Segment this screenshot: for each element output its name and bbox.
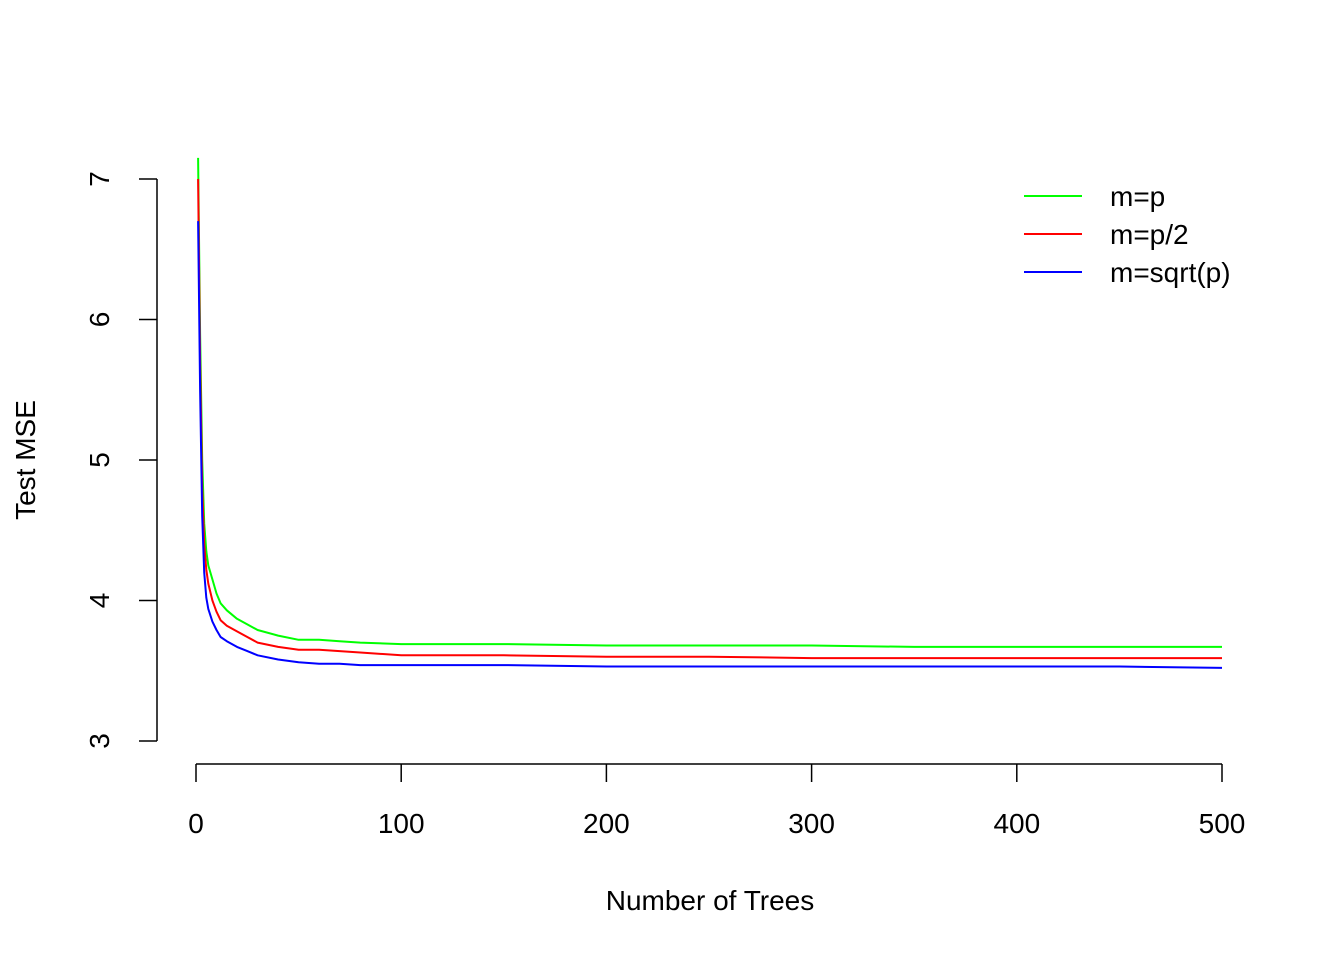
legend-label: m=sqrt(p) <box>1110 257 1231 288</box>
x-axis: 0 100 200 300 400 500 <box>188 763 1246 839</box>
x-tick-label: 200 <box>583 808 630 839</box>
series-layer <box>197 157 1223 669</box>
y-axis-label: Test MSE <box>10 400 41 520</box>
x-tick-label: 300 <box>788 808 835 839</box>
legend: m=p m=p/2 m=sqrt(p) <box>1024 181 1231 288</box>
series-line-1 <box>197 178 1222 660</box>
y-tick-label: 3 <box>84 733 115 749</box>
legend-label: m=p <box>1110 181 1165 212</box>
x-axis-label: Number of Trees <box>606 885 815 916</box>
x-tick-label: 0 <box>188 808 204 839</box>
series-line-0 <box>197 157 1222 648</box>
y-tick-label: 7 <box>84 171 115 187</box>
legend-label: m=p/2 <box>1110 219 1189 250</box>
y-axis: 3 4 5 6 7 <box>84 171 158 749</box>
x-tick-label: 400 <box>993 808 1040 839</box>
series-line-2 <box>197 221 1223 669</box>
x-tick-label: 100 <box>378 808 425 839</box>
y-tick-label: 6 <box>84 312 115 328</box>
y-tick-label: 5 <box>84 452 115 468</box>
y-tick-label: 4 <box>84 593 115 609</box>
x-tick-label: 500 <box>1199 808 1246 839</box>
